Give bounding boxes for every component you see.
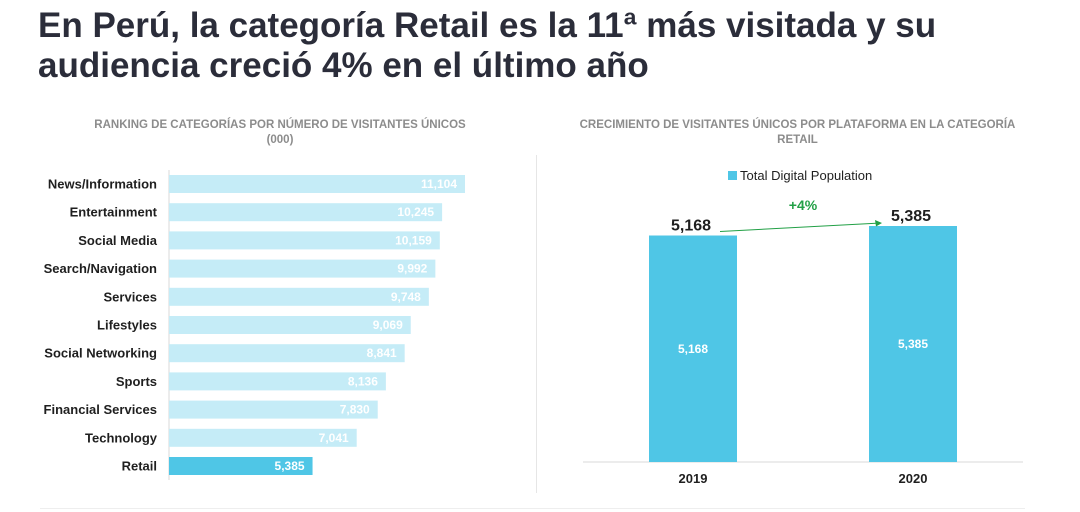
ranking-value-label: 10,245 [397, 205, 434, 219]
ranking-chart-title-text: RANKING DE CATEGORÍAS POR NÚMERO DE VISI… [94, 119, 466, 131]
growth-arrow-line [719, 222, 877, 233]
ranking-bar [169, 344, 405, 363]
ranking-category-label: Services [104, 289, 158, 304]
ranking-bar [169, 428, 357, 447]
chart-divider [536, 155, 537, 493]
ranking-bar [169, 372, 386, 391]
ranking-value-label: 10,159 [395, 233, 432, 247]
ranking-chart-subtitle: (000) [266, 134, 294, 146]
ranking-chart-title: RANKING DE CATEGORÍAS POR NÚMERO DE VISI… [30, 118, 530, 148]
ranking-bar [169, 203, 443, 222]
ranking-value-label: 11,104 [421, 177, 457, 191]
ranking-value-label: 7,830 [340, 403, 370, 417]
ranking-category-label: Sports [116, 374, 157, 389]
ranking-bar [169, 259, 436, 278]
growth-percent-annotation: +4% [789, 197, 818, 213]
ranking-category-label: Social Media [78, 233, 158, 248]
ranking-bar [169, 287, 429, 306]
ranking-value-label: 8,136 [348, 374, 378, 388]
growth-bar [869, 226, 957, 462]
ranking-bar [169, 316, 411, 334]
ranking-value-label: 7,041 [319, 431, 349, 445]
ranking-value-label: 8,841 [367, 346, 397, 360]
ranking-category-label: Financial Services [44, 402, 157, 417]
ranking-bar [169, 231, 440, 250]
ranking-category-label: Search/Navigation [44, 261, 157, 276]
growth-chart-title: CRECIMIENTO DE VISITANTES ÚNICOS POR PLA… [579, 119, 1016, 146]
growth-year-label: 2019 [679, 471, 708, 486]
growth-bar [649, 235, 737, 462]
ranking-bar [169, 175, 465, 193]
ranking-chart: News/Information 11,104 Entertainment 10,24… [44, 170, 465, 480]
growth-arrow-head [875, 220, 882, 227]
bottom-rule [40, 508, 1025, 509]
ranking-value-label: 9,748 [391, 290, 421, 304]
growth-chart: Total Digital Population 5,168 5,168 2019 5,… [583, 168, 1023, 486]
ranking-value-label: 9,069 [373, 318, 403, 332]
growth-bar-inner-value: 5,168 [678, 342, 708, 356]
ranking-category-label: Retail [122, 459, 157, 474]
growth-bar-inner-value: 5,385 [898, 337, 928, 351]
page-title: En Perú, la categoría Retail es la 11ª m… [38, 6, 937, 85]
ranking-bar [169, 400, 378, 419]
growth-bar-top-value: 5,385 [891, 208, 931, 225]
legend-swatch [728, 171, 737, 180]
legend-label: Total Digital Population [740, 168, 872, 183]
ranking-category-label: News/Information [48, 177, 157, 192]
ranking-bar [169, 457, 313, 475]
ranking-category-label: Lifestyles [97, 318, 157, 333]
ranking-category-label: Technology [85, 430, 158, 445]
ranking-value-label: 5,385 [275, 459, 305, 473]
growth-bar-top-value: 5,168 [671, 218, 711, 235]
ranking-category-label: Social Networking [44, 346, 157, 361]
growth-year-label: 2020 [899, 471, 928, 486]
ranking-value-label: 9,992 [397, 262, 427, 276]
ranking-category-label: Entertainment [70, 205, 158, 220]
